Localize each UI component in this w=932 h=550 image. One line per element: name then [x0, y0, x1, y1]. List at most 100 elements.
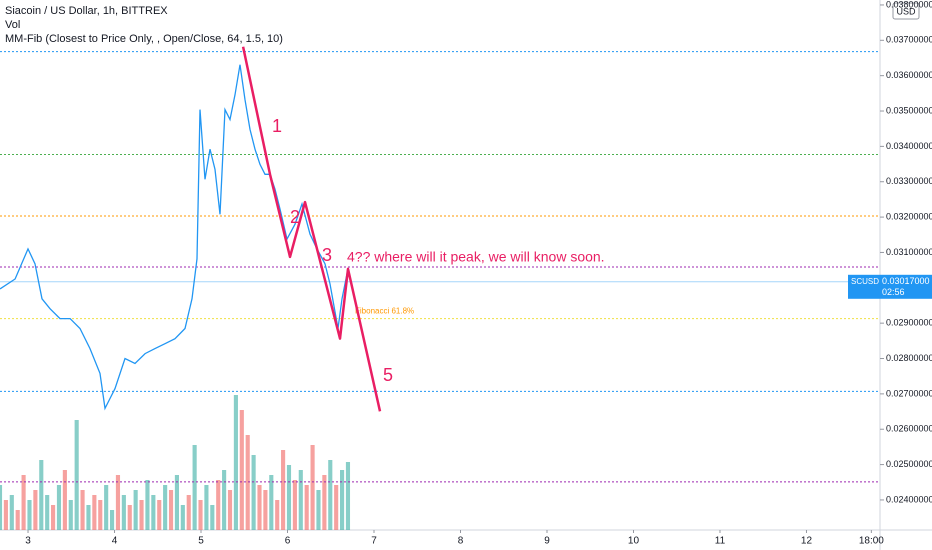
x-tick-label: 7	[371, 536, 377, 547]
volume-bar	[210, 505, 215, 530]
volume-bar	[269, 475, 274, 530]
y-tick-label: 0.02800000	[886, 353, 932, 363]
volume-bar	[257, 485, 262, 530]
currency[interactable]: USD	[896, 6, 916, 16]
volume-bar	[139, 500, 144, 530]
volume-bar	[174, 475, 179, 530]
y-tick-label: 0.03200000	[886, 211, 932, 221]
y-tick-label: 0.03700000	[886, 35, 932, 45]
price-tag-countdown: 02:56	[882, 287, 905, 297]
y-tick-label: 0.03800000	[886, 0, 932, 9]
volume-bar	[186, 495, 191, 530]
volume-bar	[98, 500, 103, 530]
volume-bar	[192, 445, 197, 530]
price-line	[0, 64, 349, 411]
volume-bar	[0, 485, 3, 530]
volume-bar	[121, 495, 126, 530]
wave-label: 2	[290, 207, 300, 227]
wave-label: 4?? where will it peak, we will know soo…	[347, 249, 605, 265]
volume-bar	[322, 475, 327, 530]
x-tick-label: 10	[628, 536, 640, 547]
volume-bar	[198, 500, 203, 530]
volume-bar	[275, 500, 280, 530]
volume-bar	[80, 490, 85, 530]
chart-title: Siacoin / US Dollar, 1h, BITTREX	[5, 5, 168, 17]
volume-bar	[151, 495, 156, 530]
currency-box[interactable]	[892, 2, 920, 20]
x-tick-label: 18:00	[859, 536, 884, 547]
volume-bar	[39, 460, 44, 530]
x-tick-label: 12	[801, 536, 813, 547]
wave-label: 1	[272, 116, 282, 136]
x-tick-label: 3	[25, 536, 31, 547]
volume-bar	[21, 475, 26, 530]
y-tick-label: 0.03400000	[886, 141, 932, 151]
indicator-label: MM-Fib (Closest to Price Only, , Open/Cl…	[5, 33, 283, 45]
price-tag-symbol: SCUSD	[851, 277, 879, 286]
volume-bar	[304, 485, 309, 530]
volume-bar	[340, 470, 345, 530]
y-tick-label: 0.03600000	[886, 70, 932, 80]
volume-bar	[168, 490, 174, 530]
volume-bar	[216, 480, 221, 530]
volume-bar	[3, 500, 8, 530]
y-tick-label: 0.03300000	[886, 176, 932, 186]
y-tick-label: 0.02500000	[886, 459, 932, 469]
volume-bar	[27, 500, 32, 530]
volume-bar	[239, 410, 244, 530]
volume-bar	[74, 420, 79, 530]
y-tick-label: 0.03100000	[886, 247, 932, 257]
volume-bar	[68, 500, 73, 530]
volume-bar	[180, 505, 185, 530]
volume-bar	[145, 480, 150, 530]
volume-bar	[316, 490, 321, 530]
volume-bar	[92, 495, 97, 530]
volume-bar	[109, 510, 115, 530]
price-tag	[848, 274, 932, 299]
volume-bar	[292, 480, 297, 530]
volume-bar	[9, 495, 14, 530]
y-tick-label: 0.03500000	[886, 105, 932, 115]
y-tick-label: 0.02400000	[886, 494, 932, 504]
volume-bar	[56, 485, 62, 530]
volume-bar	[298, 470, 303, 530]
y-tick-label: 0.02700000	[886, 388, 932, 398]
volume-bar	[104, 485, 109, 530]
volume-bar	[51, 505, 56, 530]
volume-bar	[251, 455, 256, 530]
volume-label: Vol	[5, 19, 20, 31]
volume-bar	[45, 495, 50, 530]
volume-bar	[204, 485, 209, 530]
volume-bar	[222, 470, 227, 530]
volume-bar	[245, 435, 250, 530]
wave-label: 3	[322, 245, 332, 265]
volume-bar	[345, 462, 351, 530]
x-tick-label: 6	[285, 536, 291, 547]
volume-bar	[263, 490, 268, 530]
volume-bar	[15, 510, 20, 530]
fib-label: Fibonacci 61.8%	[355, 307, 414, 316]
wave-line	[241, 46, 382, 412]
volume-bar	[33, 490, 38, 530]
volume-bar	[233, 395, 238, 530]
x-tick-label: 4	[112, 536, 118, 547]
volume-bar	[334, 485, 339, 530]
volume-bar	[115, 475, 121, 530]
price-tag-value: 0.03017000	[882, 276, 930, 286]
x-tick-label: 8	[458, 536, 464, 547]
volume-bar	[328, 460, 333, 530]
volume-bar	[157, 500, 162, 530]
x-tick-label: 9	[544, 536, 550, 547]
volume-bar	[163, 485, 168, 530]
volume-bar	[62, 470, 67, 530]
volume-bar	[127, 505, 132, 530]
x-tick-label: 11	[715, 536, 726, 547]
volume-bar	[133, 490, 138, 530]
volume-bar	[227, 490, 233, 530]
wave-label: 5	[383, 365, 393, 385]
y-tick-label: 0.02600000	[886, 424, 932, 434]
volume-bar	[310, 445, 315, 530]
volume-bar	[281, 450, 286, 530]
